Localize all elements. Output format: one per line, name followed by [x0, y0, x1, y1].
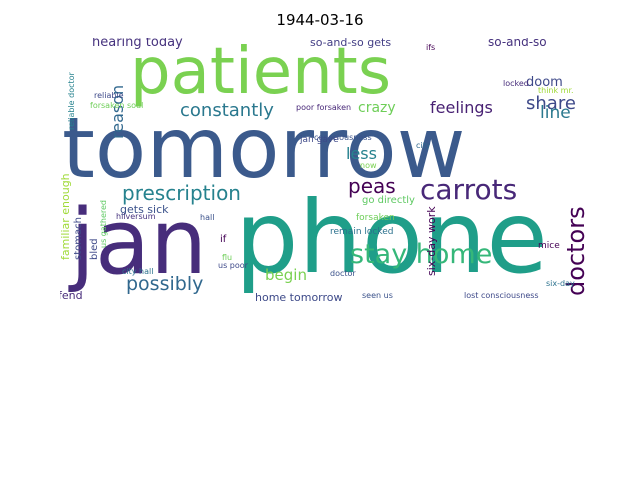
word-cloud: patients tomorrow phone jan carrots stay…: [60, 38, 590, 302]
word: doctor: [330, 269, 356, 278]
word: gets sick: [120, 203, 169, 216]
word: familiar enough: [60, 173, 72, 260]
word: six-day: [546, 279, 575, 288]
word: six-day work: [425, 206, 438, 276]
word: phone: [235, 179, 548, 296]
word: now: [360, 161, 377, 170]
word: hall: [200, 213, 215, 222]
word: us gathered: [99, 199, 108, 248]
word: share: [526, 93, 576, 114]
word: reliable doctor: [67, 72, 76, 130]
word: reliable: [94, 91, 124, 100]
word: doom: [526, 75, 563, 90]
word: poor forsaken: [296, 103, 352, 112]
word: city hall: [122, 267, 154, 276]
word: crazy: [358, 100, 396, 116]
word: so-and-so gets: [310, 38, 392, 49]
chart-title: 1944-03-16: [276, 11, 364, 29]
word: home tomorrow: [255, 291, 343, 302]
word: possibly: [126, 273, 204, 295]
word: remain locked: [330, 227, 394, 237]
word: hearing today: [92, 38, 183, 50]
word: fend: [60, 289, 83, 302]
word: jan: [70, 190, 208, 295]
word: line: [540, 103, 571, 123]
word: us poor: [218, 261, 248, 270]
word: if: [220, 234, 227, 245]
word: stay home: [350, 239, 493, 270]
word: less: [346, 144, 377, 163]
word: mice: [538, 241, 560, 251]
word: lost consciousness: [464, 291, 539, 300]
word: begin: [265, 266, 307, 284]
word: forsaken soul: [90, 101, 144, 110]
word: tomorrow: [62, 99, 466, 197]
word: go directly: [362, 195, 415, 206]
word: think mr.: [538, 86, 574, 95]
word: patients: [130, 38, 392, 109]
word: hilversum: [116, 212, 156, 221]
word: seen us: [362, 291, 393, 300]
word: forsaken: [356, 213, 395, 223]
word: jan gave: [300, 135, 339, 145]
word: consciousness: [314, 133, 372, 142]
word: city: [416, 141, 431, 150]
word: constantly: [180, 100, 274, 121]
word: feelings: [430, 98, 493, 117]
word: stomach: [73, 217, 84, 260]
word: locked: [503, 79, 529, 88]
word: prescription: [122, 181, 241, 205]
word: so-and-so: [488, 38, 547, 49]
word: carrots: [420, 173, 518, 206]
word: ifs: [426, 43, 436, 52]
word: flu: [222, 253, 233, 262]
word: peas: [348, 174, 396, 198]
